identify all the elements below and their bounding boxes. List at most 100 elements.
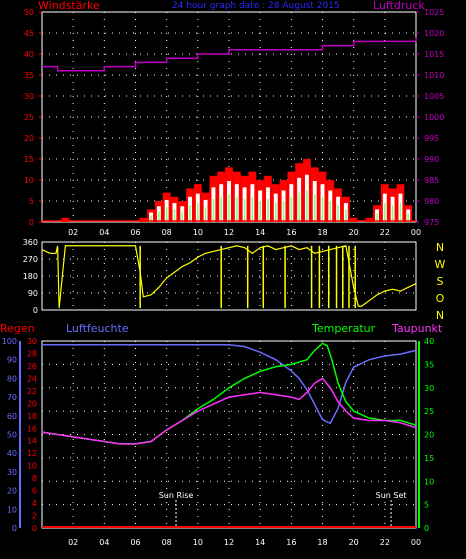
wind-x-tick-label: 20 [349,228,359,237]
pressure-title: Luftdruck [373,0,425,12]
avg-wind-bar [236,196,238,222]
wind-x-tick-label: 16 [286,228,296,237]
rain-tick-label: 30 [27,337,37,346]
humidity-tick-label: 40 [7,449,17,458]
sun-marker-label: Sun Set [376,491,407,500]
rain-tick-label: 18 [27,412,37,421]
humidity-tick-label: 50 [7,431,17,440]
wind-x-tick-label: 06 [130,228,140,237]
rain-tick-label: 22 [27,387,37,396]
weather-x-tick-label: 16 [286,538,296,547]
pressure-line [42,37,417,72]
dewpoint-label: Taupunkt [391,322,443,335]
pressure-tick-label: 1000 [424,113,444,122]
pressure-tick-label: 975 [424,218,439,227]
pressure-tick-label: 980 [424,197,439,206]
avg-wind-bar [189,205,191,222]
wind-tick-label: 10 [24,176,34,185]
avg-wind-bar [282,201,285,222]
weather-x-tick-label: 06 [130,538,140,547]
avg-wind-bar [337,205,339,222]
avg-wind-bar [345,209,347,222]
wind-x-tick-label: 02 [68,228,78,237]
avg-wind-bar [313,194,316,222]
avg-wind-bar [212,198,215,222]
wind-tick-label: 40 [24,50,34,59]
dewpoint-line [41,377,417,445]
weather-x-tick-label: 02 [68,538,78,547]
avg-wind-bar [251,196,254,222]
temperature-tick-label: 30 [424,384,434,393]
avg-wind-bar [259,201,261,222]
weather-x-tick-label: 08 [162,538,172,547]
avg-wind-bar [165,207,168,222]
avg-wind-bar [228,194,230,222]
avg-wind-bar [158,211,160,222]
rain-tick-label: 28 [27,349,37,358]
weather-x-tick-label: 20 [349,538,359,547]
humidity-tick-label: 70 [7,393,17,402]
pressure-tick-label: 1020 [424,29,444,38]
wind-x-tick-label: 04 [99,228,109,237]
temperature-tick-label: 25 [424,407,434,416]
rain-tick-label: 4 [32,499,37,508]
wind-tick-label: 20 [24,134,34,143]
wind-bar [139,217,148,222]
avg-wind-bar [399,203,402,222]
pressure-tick-label: 1025 [424,8,444,17]
pressure-tick-label: 990 [424,155,439,164]
wind-tick-label: 5 [29,197,34,206]
avg-wind-bar [290,196,293,222]
weather-x-tick-label: 14 [255,538,265,547]
direction-line [41,245,417,309]
humidity-tick-label: 90 [7,356,17,365]
humidity-tick-label: 0 [12,524,17,533]
wind-bar [349,217,358,222]
wind-bar [61,217,70,222]
rain-tick-label: 26 [27,362,37,371]
rain-tick-label: 0 [32,524,37,533]
avg-wind-bar [391,205,394,222]
pressure-tick-label: 995 [424,134,439,143]
wind-x-tick-label: 18 [317,228,327,237]
avg-wind-bar [181,211,184,222]
wind-bar [365,217,374,222]
wind-x-tick-label: 22 [380,228,390,237]
wind-x-tick-label: 14 [255,228,265,237]
humidity-line [42,343,417,425]
wind-tick-label: 35 [24,71,34,80]
wind-tick-label: 50 [24,8,34,17]
rain-tick-label: 24 [27,374,37,383]
humidity-tick-label: 20 [7,487,17,496]
rain-tick-label: 6 [32,487,37,496]
rain-tick-label: 12 [27,449,37,458]
weather-x-tick-label: 10 [193,538,203,547]
rain-label: Regen [0,322,35,335]
wind-x-tick-label: 08 [162,228,172,237]
pressure-tick-label: 1010 [424,71,444,80]
rain-tick-label: 14 [27,437,37,446]
wind-x-tick-label: 12 [224,228,234,237]
rain-tick-label: 2 [32,512,37,521]
wind-tick-label: 15 [24,155,34,164]
avg-wind-bar [243,198,246,222]
direction-tick-label: 270 [23,255,38,264]
compass-label: S [437,275,444,288]
humidity-tick-label: 60 [7,412,17,421]
humidity-tick-label: 100 [2,337,17,346]
wind-bars [42,159,416,222]
avg-wind-bar [321,196,324,222]
wind-tick-label: 30 [24,92,34,101]
weather-x-tick-label: 12 [224,538,234,547]
avg-wind-bar [329,201,332,222]
sun-marker-label: Sun Rise [159,491,194,500]
temperature-label: Temperatur [311,322,376,335]
avg-wind-bar [274,203,277,222]
avg-wind-bar [298,192,300,222]
wind-x-tick-label: 00 [411,228,421,237]
rain-tick-label: 16 [27,424,37,433]
temperature-tick-label: 35 [424,360,434,369]
wind-tick-label: 45 [24,29,34,38]
temperature-tick-label: 0 [424,524,429,533]
